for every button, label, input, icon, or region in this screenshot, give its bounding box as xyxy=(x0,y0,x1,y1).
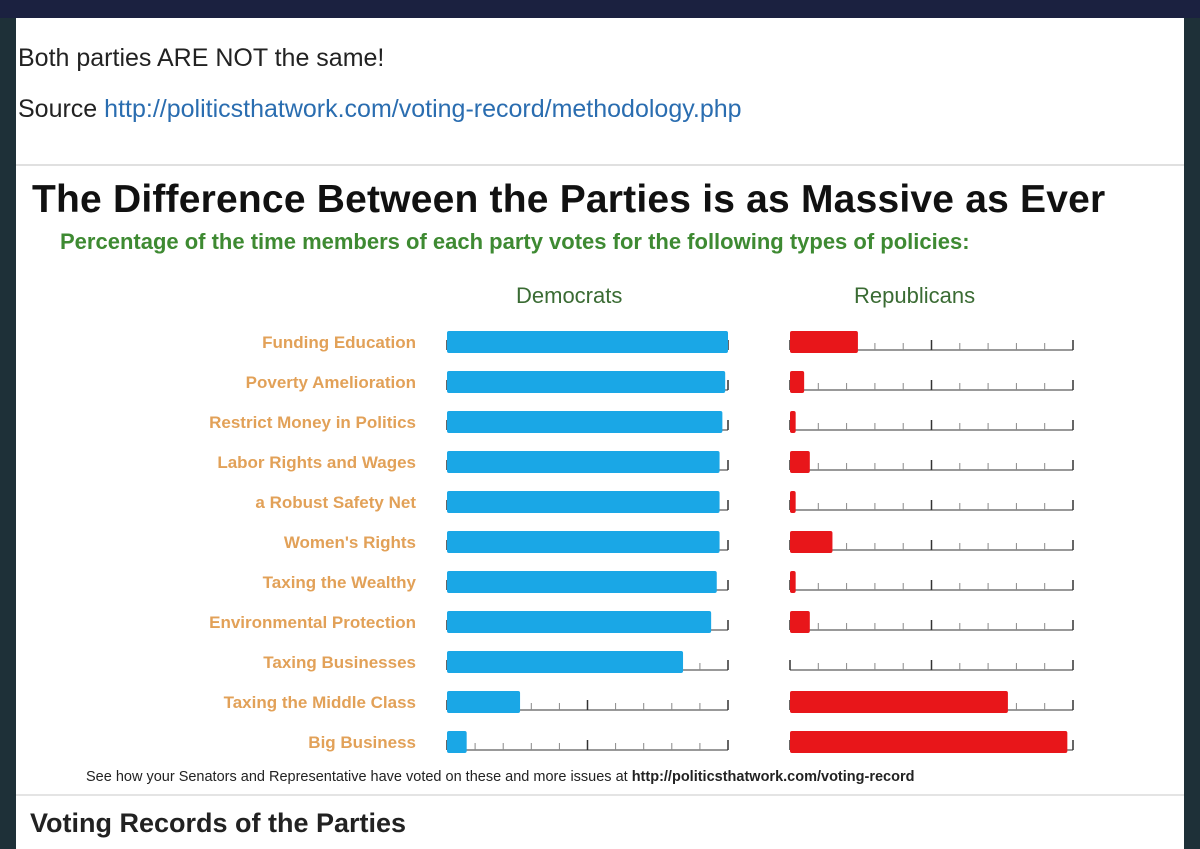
democrats-bar xyxy=(447,691,521,713)
footnote-link[interactable]: http://politicsthatwork.com/voting-recor… xyxy=(631,769,915,785)
category-label: Taxing Businesses xyxy=(263,653,416,672)
post-text-line: Both parties ARE NOT the same! xyxy=(18,44,385,72)
section-heading: Voting Records of the Parties xyxy=(30,808,407,838)
right-margin xyxy=(1184,18,1200,849)
chart-subtitle: Percentage of the time members of each p… xyxy=(60,229,970,254)
democrats-bar xyxy=(447,611,712,633)
tick-axis xyxy=(789,380,1074,391)
divider xyxy=(16,794,1184,796)
chart-footnote: See how your Senators and Representative… xyxy=(86,769,914,785)
democrats-bar xyxy=(447,571,717,593)
tick-axis xyxy=(446,740,729,751)
bar-chart: Funding Education Poverty Amelioration Res… xyxy=(209,331,1074,753)
republicans-bar xyxy=(790,371,805,393)
source-link[interactable]: http://politicsthatwork.com/voting-recor… xyxy=(104,95,742,123)
democrats-bar xyxy=(447,411,723,433)
divider xyxy=(16,164,1184,166)
democrats-bar xyxy=(447,451,720,473)
tick-axis xyxy=(789,420,1074,431)
tick-axis xyxy=(789,620,1074,631)
republicans-bar xyxy=(790,611,810,633)
democrats-bar xyxy=(447,371,726,393)
category-label: Women's Rights xyxy=(284,533,416,552)
category-label: Taxing the Middle Class xyxy=(224,693,416,712)
tick-axis xyxy=(789,460,1074,471)
infographic-image: The Difference Between the Parties is as… xyxy=(16,168,1184,798)
category-label: Environmental Protection xyxy=(209,613,416,632)
tick-axis xyxy=(789,660,1074,671)
category-label: Big Business xyxy=(308,733,416,752)
republicans-bar xyxy=(790,491,796,513)
republicans-bar xyxy=(790,451,810,473)
democrats-bar xyxy=(447,491,720,513)
republicans-header: Republicans xyxy=(854,283,976,308)
source-label: Source xyxy=(18,95,98,123)
democrats-bar xyxy=(447,651,684,673)
category-label: Poverty Amelioration xyxy=(246,373,416,392)
post-source-line: Source http://politicsthatwork.com/votin… xyxy=(18,95,742,124)
post-card: Both parties ARE NOT the same! Source ht… xyxy=(16,18,1184,849)
tick-axis xyxy=(789,580,1074,591)
republicans-bar xyxy=(790,731,1068,753)
democrats-header: Democrats xyxy=(516,283,623,308)
window-top-bar xyxy=(0,0,1200,18)
democrats-bar xyxy=(447,331,728,353)
democrats-bar xyxy=(447,731,467,753)
chart-title: The Difference Between the Parties is as… xyxy=(32,178,1106,221)
republicans-bar xyxy=(790,411,796,433)
category-label: Taxing the Wealthy xyxy=(263,573,417,592)
republicans-bar xyxy=(790,691,1008,713)
category-label: Restrict Money in Politics xyxy=(209,413,416,432)
category-label: Labor Rights and Wages xyxy=(217,453,416,472)
category-label: a Robust Safety Net xyxy=(255,493,416,512)
republicans-bar xyxy=(790,531,833,553)
republicans-bar xyxy=(790,571,796,593)
republicans-bar xyxy=(790,331,858,353)
tick-axis xyxy=(789,500,1074,511)
footnote-text: See how your Senators and Representative… xyxy=(86,769,628,785)
category-label: Funding Education xyxy=(262,333,416,352)
left-margin xyxy=(0,18,16,849)
democrats-bar xyxy=(447,531,720,553)
